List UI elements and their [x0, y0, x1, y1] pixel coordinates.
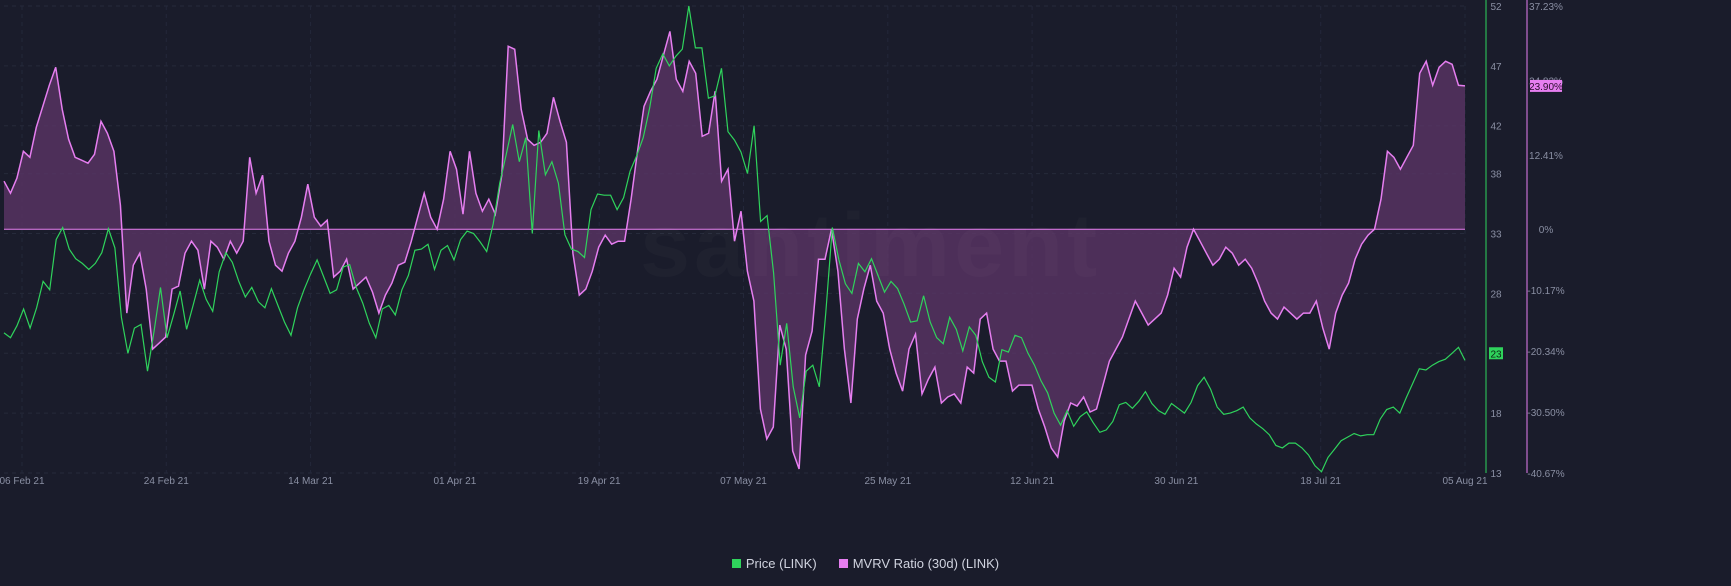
watermark: santiment [640, 195, 1101, 298]
legend-item-price[interactable]: Price (LINK) [731, 556, 817, 571]
mvrv-badge-bg [1530, 79, 1562, 92]
x-tick-label: 01 Apr 21 [433, 476, 476, 487]
legend-item-mvrv[interactable]: MVRV Ratio (30d) (LINK) [838, 556, 1000, 571]
mvrv-fill [4, 31, 1465, 470]
price-tick-label: 52 [1490, 2, 1502, 13]
price-tick-label: 28 [1490, 289, 1502, 300]
mvrv-line [3, 31, 1466, 470]
mvrv-tick-label: -10.17% [1527, 286, 1564, 297]
mvrv-axis-ticks: 37.23%24.82%12.41%0%-10.17%-20.34%-30.50… [1527, 2, 1564, 480]
mvrv-series-path [3, 31, 1466, 470]
legend-label-price: Price (LINK) [745, 556, 817, 571]
mvrv-area [4, 31, 1465, 470]
mvrv-tick-label: -30.50% [1527, 408, 1564, 419]
axes [1485, 0, 1528, 473]
price-tick-label: 42 [1490, 122, 1502, 133]
mvrv-tick-label: -20.34% [1527, 347, 1564, 358]
legend: Price (LINK) MVRV Ratio (30d) (LINK) [0, 556, 1731, 571]
mvrv-tick-label: 12.41% [1529, 151, 1563, 162]
legend-swatch-mvrv [838, 559, 848, 568]
x-axis-ticks: 06 Feb 21 24 Feb 21 14 Mar 21 01 Apr 21 19 A… [0, 476, 1488, 487]
price-badge-bg [1489, 347, 1503, 360]
price-tick-label: 38 [1490, 170, 1502, 181]
x-tick-label: 05 Aug 21 [1442, 476, 1487, 487]
mvrv-tick-label: -40.67% [1527, 469, 1564, 480]
x-tick-label: 19 Apr 21 [578, 476, 621, 487]
price-tick-label: 47 [1490, 62, 1502, 73]
x-tick-label: 24 Feb 21 [144, 476, 189, 487]
price-tick-label: 18 [1490, 409, 1502, 420]
x-tick-label: 30 Jun 21 [1154, 476, 1198, 487]
x-tick-label: 07 May 21 [720, 476, 767, 487]
price-series-path [3, 5, 1466, 473]
x-tick-label: 06 Feb 21 [0, 476, 45, 487]
price-tick-label: 33 [1490, 230, 1502, 241]
x-tick-label: 14 Mar 21 [288, 476, 333, 487]
x-tick-label: 12 Jun 21 [1010, 476, 1054, 487]
x-tick-label: 18 Jul 21 [1300, 476, 1341, 487]
value-badges: 23 23.90% [1489, 79, 1563, 360]
price-axis-ticks: 52 47 42 38 33 28 23 18 13 [1490, 2, 1502, 480]
price-tick-label: 13 [1490, 469, 1502, 480]
mvrv-tick-label: 37.23% [1529, 2, 1563, 13]
price-badge-text: 23 [1490, 349, 1502, 360]
x-tick-label: 25 May 21 [864, 476, 911, 487]
mvrv-tick-label: 0% [1539, 225, 1554, 236]
mvrv-badge-text: 23.90% [1529, 82, 1563, 93]
legend-swatch-price [731, 559, 741, 568]
legend-label-mvrv: MVRV Ratio (30d) (LINK) [852, 556, 1000, 571]
price-line [3, 5, 1466, 473]
